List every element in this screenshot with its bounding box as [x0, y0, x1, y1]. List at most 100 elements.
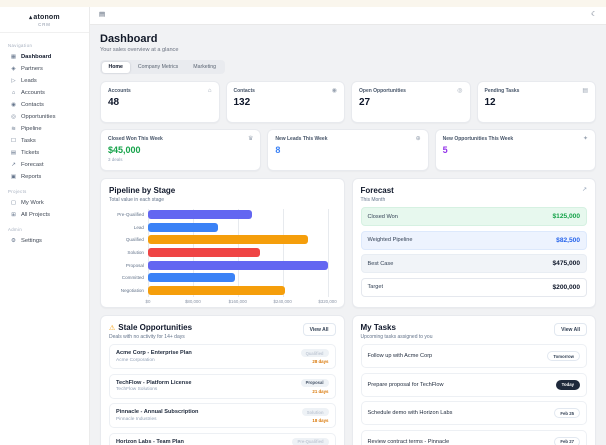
forecast-row-label: Best Case [367, 260, 394, 267]
dashboard-page: Dashboard Your sales overview at a glanc… [90, 25, 606, 445]
forecast-row: Closed Won $125,000 [360, 207, 587, 226]
pipeline-chart: Pre-Qualified Lead Qualified Solution Propos… [109, 208, 337, 307]
forecast-title: Forecast [360, 186, 394, 195]
sidebar-item-leads[interactable]: ▷ Leads [8, 75, 81, 87]
tab[interactable]: Home [101, 61, 130, 73]
reports-icon: ▣ [10, 174, 17, 180]
task-row[interactable]: Review contract terms - Pinnacle Feb 27 [360, 429, 587, 445]
chart-row: Pre-Qualified [109, 209, 328, 222]
chart-category-label: Negotiation [120, 287, 144, 293]
theme-toggle-button[interactable]: ☾ [591, 12, 597, 19]
stage-badge: Solution [301, 408, 329, 416]
stat-subtext: 3 deals [108, 156, 123, 162]
opportunity-name: Acme Corp - Enterprise Plan [116, 350, 192, 357]
tickets-icon: ▤ [10, 150, 17, 156]
stale-opportunities-card: ⚠ Stale Opportunities Deals with no acti… [100, 315, 345, 445]
task-row[interactable]: Follow up with Acme Corp Tomorrow [360, 344, 587, 368]
contacts-icon: ◉ [11, 102, 16, 108]
stale-opportunities-subtitle: Deals with no activity for 14+ days [109, 333, 185, 340]
stale-opportunity-row[interactable]: TechFlow - Platform License TechFlow Sol… [109, 373, 336, 399]
sidebar-toggle-icon: ▤ [99, 11, 106, 19]
sidebar-item-label: Partners [21, 66, 43, 72]
sidebar-item-partners[interactable]: ◈ Partners [8, 63, 81, 75]
stat-value: 132 [233, 97, 251, 108]
my-tasks-card: My Tasks Upcoming tasks assigned to you … [351, 315, 596, 445]
stale-opportunity-row[interactable]: Horizon Labs - Team Plan Horizon Labs Pr… [109, 432, 336, 445]
logo-text: atonom [33, 14, 60, 21]
sidebar-nav: Navigation ▦ Dashboard ◈ Partners ▷ Leads ⌂ Acco… [0, 33, 89, 251]
my-tasks-title: My Tasks [360, 323, 396, 332]
forecast-card: Forecast This Month ↗ Closed Won $125,00… [351, 178, 596, 308]
sidebar-item-accounts[interactable]: ⌂ Accounts [8, 87, 81, 99]
moon-icon: ☾ [591, 11, 597, 19]
tab[interactable]: Company Metrics [131, 62, 185, 73]
task-title: Review contract terms - Pinnacle [367, 438, 450, 445]
all-projects-icon: ⊞ [11, 212, 16, 218]
forecast-row-label: Target [367, 284, 384, 290]
forecast-row: Best Case $475,000 [360, 254, 587, 273]
sidebar-item-tickets[interactable]: ▤ Tickets [8, 147, 81, 159]
chart-category-label: Qualified [125, 237, 144, 243]
chart-bar [148, 210, 252, 220]
stale-days: 21 days [312, 388, 329, 394]
warning-icon: ⚠ [109, 324, 116, 332]
sidebar-item-all-projects[interactable]: ⊞ All Projects [8, 209, 81, 221]
task-row[interactable]: Schedule demo with Horizon Labs Feb 25 [360, 401, 587, 425]
tab[interactable]: Marketing [186, 62, 223, 73]
sidebar-item-label: Tickets [21, 150, 40, 156]
chart-bar [148, 273, 235, 283]
chart-row: Lead [109, 221, 328, 234]
stale-opportunities-list: Acme Corp - Enterprise Plan Acme Corpora… [109, 344, 336, 445]
stale-opportunity-row[interactable]: Pinnacle - Annual Subscription Pinnacle … [109, 403, 336, 428]
chart-category-label: Lead [133, 224, 144, 230]
forecast-row-label: Closed Won [367, 213, 398, 220]
week-stat-card: New Leads This Week ⊕ 8 [267, 129, 429, 171]
stat-value: 27 [359, 97, 371, 108]
sidebar-item-label: Accounts [21, 90, 45, 96]
my-work-icon: ▢ [10, 200, 17, 206]
charts-row: Pipeline by Stage Total value in each st… [100, 178, 596, 308]
task-due-badge: Feb 27 [554, 436, 580, 445]
task-row[interactable]: Prepare proposal for TechFlow Today [360, 372, 587, 397]
week-stat-card: Closed Won This Week ♛ $45,000 3 deals [100, 129, 262, 171]
sidebar-item-opportunities[interactable]: ◎ Opportunities [8, 111, 81, 123]
chart-x-tick: $80,000 [184, 298, 201, 304]
sidebar-item-dashboard[interactable]: ▦ Dashboard [8, 51, 81, 63]
sidebar-item-contacts[interactable]: ◉ Contacts [8, 99, 81, 111]
stat-subtext [275, 157, 420, 162]
sidebar-item-reports[interactable]: ▣ Reports [8, 171, 81, 183]
sidebar-item-pipeline[interactable]: ≋ Pipeline [8, 123, 81, 135]
stat-subtext [443, 157, 588, 162]
topbar: ▤ ☾ [90, 7, 606, 25]
sidebar-item-label: Opportunities [21, 114, 56, 120]
settings-icon: ⚙ [11, 238, 16, 244]
top-strip [0, 0, 606, 7]
forecast-rows: Closed Won $125,000 Weighted Pipeline $8… [360, 207, 587, 297]
sidebar-item-settings[interactable]: ⚙ Settings [8, 235, 81, 247]
sidebar-section-label: Projects [8, 189, 27, 194]
sidebar-item-label: Contacts [21, 102, 44, 108]
sidebar-item-my-work[interactable]: ▢ My Work [8, 197, 81, 209]
stage-badge: Proposal [300, 378, 329, 387]
task-title: Schedule demo with Horizon Labs [367, 410, 453, 416]
trend-up-icon: ↗ [581, 187, 587, 193]
clipboard-icon: ▤ [582, 88, 588, 94]
chart-row: Committed [109, 271, 328, 284]
pipeline-chart-rows: Pre-Qualified Lead Qualified Solution Propos… [109, 208, 336, 297]
tasks-view-all-button[interactable]: View All [554, 323, 587, 336]
task-due-badge: Tomorrow [547, 351, 580, 361]
sidebar-item-tasks[interactable]: ☐ Tasks [8, 135, 81, 147]
stale-view-all-button[interactable]: View All [302, 323, 336, 336]
stat-label: Contacts [233, 88, 255, 94]
stat-card: Open Opportunities ◎ 27 [351, 81, 471, 123]
sidebar-toggle-button[interactable]: ▤ [99, 12, 105, 19]
stat-card: Accounts ⌂ 48 [100, 81, 220, 123]
sidebar-item-forecast[interactable]: ↗ Forecast [8, 159, 81, 171]
pipeline-icon: ≋ [11, 126, 16, 132]
tab-bar: Home Company Metrics Marketing [100, 60, 225, 74]
stale-days: 28 days [312, 359, 329, 364]
opportunity-company: Pinnacle Industries [116, 416, 157, 422]
sidebar-section-label: Admin [8, 227, 23, 232]
stale-opportunity-row[interactable]: Acme Corp - Enterprise Plan Acme Corpora… [109, 344, 336, 369]
task-title: Prepare proposal for TechFlow [367, 381, 444, 388]
